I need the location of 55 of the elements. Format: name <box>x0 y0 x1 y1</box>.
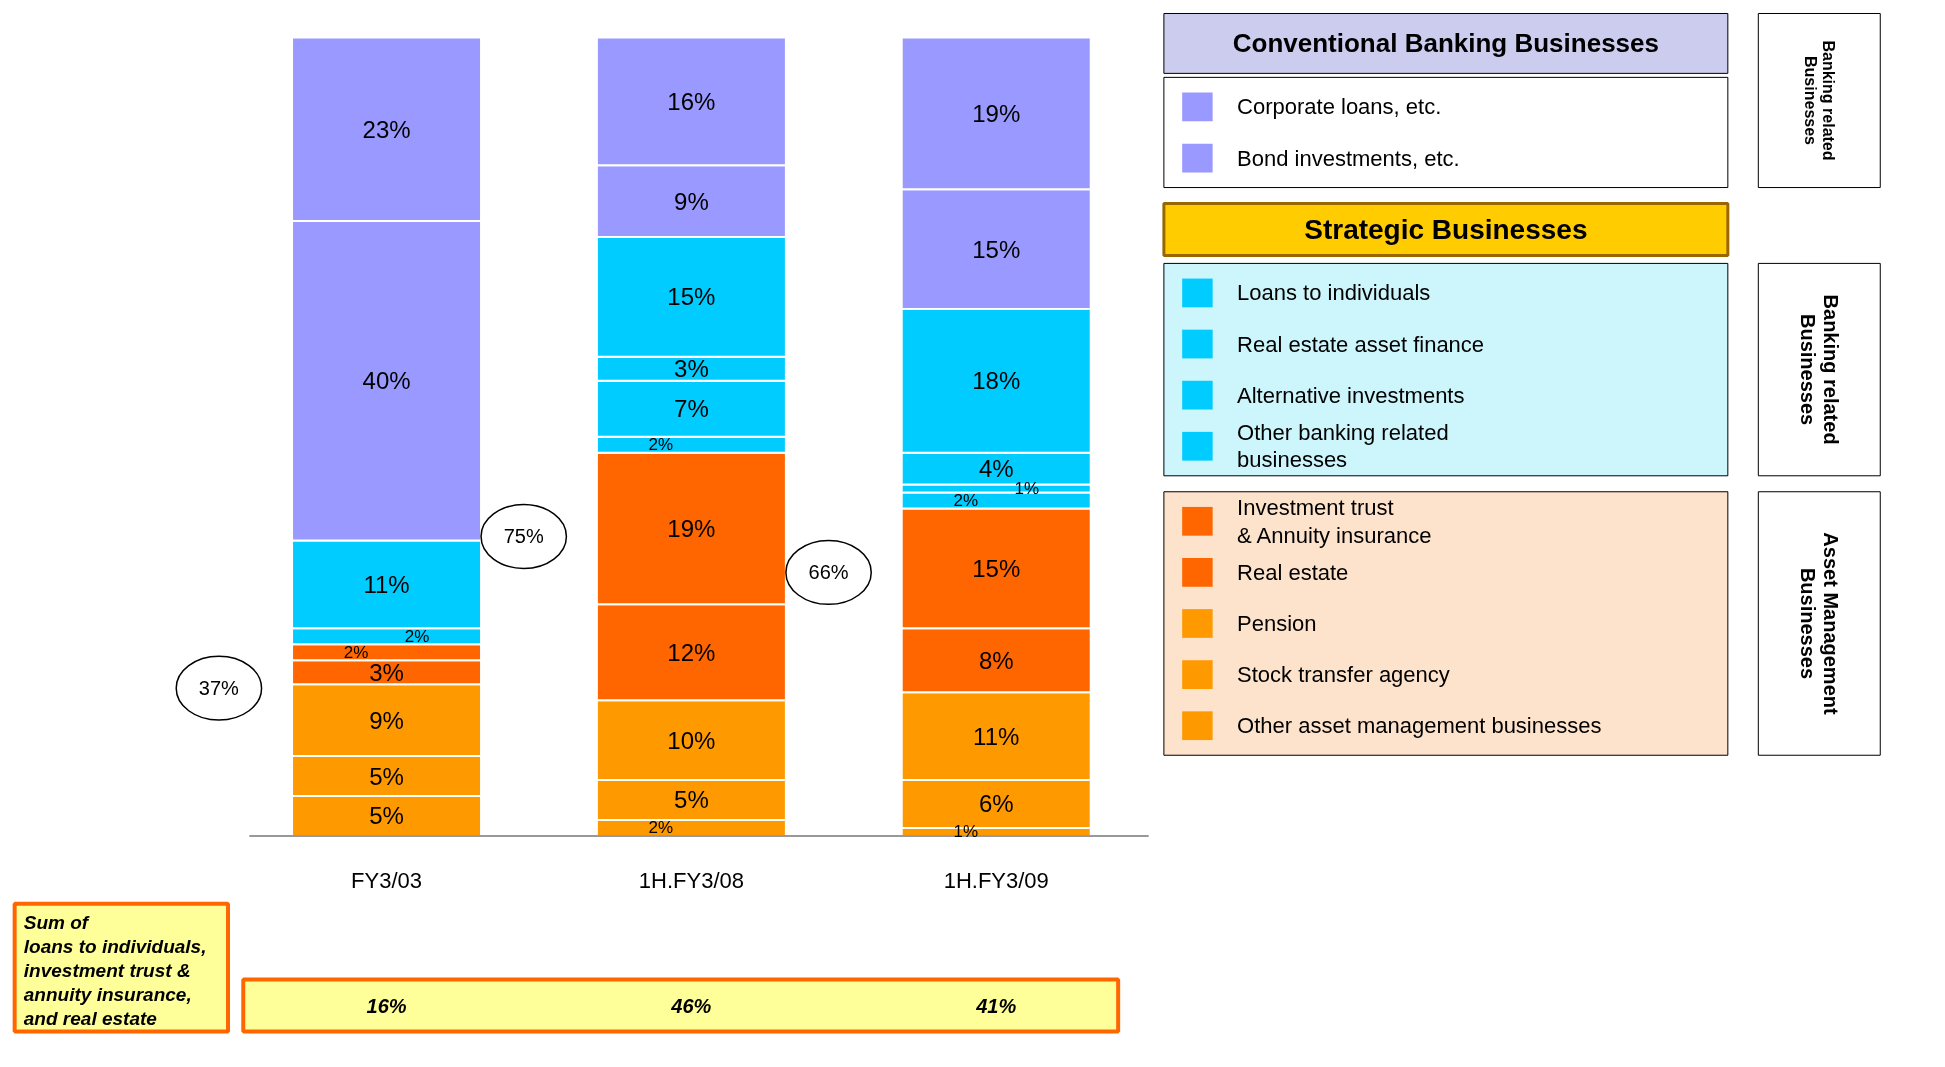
legend-label: Corporate loans, etc. <box>1237 94 1442 120</box>
data-label: 15% <box>972 235 1021 263</box>
data-label: 2% <box>343 642 369 662</box>
data-label: 2% <box>404 626 430 646</box>
legend-label: Investment trust & Annuity insurance <box>1237 495 1432 548</box>
data-label: 2% <box>648 818 674 838</box>
x-tick-label: 1H.FY3/09 <box>943 867 1049 893</box>
text: 46% <box>670 994 712 1017</box>
data-label: 9% <box>369 706 404 734</box>
data-label: 8% <box>978 646 1014 674</box>
text: Conventional Banking Businesses <box>1232 28 1659 59</box>
data-label: 23% <box>362 115 411 143</box>
text: Banking related Businesses <box>1796 294 1842 445</box>
data-label: 5% <box>369 802 404 830</box>
annotation: 66% <box>808 561 849 584</box>
legend-label: Real estate asset finance <box>1237 331 1485 357</box>
data-label: 12% <box>667 638 716 666</box>
text: Banking related Businesses <box>1801 40 1837 161</box>
text: 16% <box>366 994 407 1017</box>
legend-label: Real estate <box>1237 559 1349 585</box>
x-tick-label: 1H.FY3/08 <box>638 867 744 893</box>
annotation: 75% <box>503 525 544 548</box>
data-label: 19% <box>972 99 1021 127</box>
legend-label: Pension <box>1237 611 1317 636</box>
text: 41% <box>975 994 1017 1017</box>
text: Strategic Businesses <box>1304 213 1588 245</box>
legend-label: Alternative investments <box>1237 382 1465 408</box>
data-label: 2% <box>953 491 979 511</box>
data-label: 5% <box>674 786 709 814</box>
data-label: 11% <box>973 722 1020 750</box>
data-label: 15% <box>972 554 1021 582</box>
data-label: 16% <box>667 87 716 115</box>
text: Sum of loans to individuals, investment trust & annuity insurance, and real estate <box>23 911 207 1030</box>
x-tick-label: FY3/03 <box>351 867 423 893</box>
data-label: 3% <box>674 355 709 383</box>
text: Asset Management Businesses <box>1796 532 1842 715</box>
data-label: 19% <box>667 514 716 542</box>
legend-label: Stock transfer agency <box>1237 662 1450 688</box>
data-label: 9% <box>674 187 709 215</box>
data-label: 3% <box>369 658 404 686</box>
data-label: 18% <box>972 367 1021 395</box>
data-label: 11% <box>363 570 410 598</box>
data-label: 7% <box>674 395 709 423</box>
data-label: 6% <box>978 790 1014 818</box>
legend-label: Other asset management businesses <box>1237 713 1602 739</box>
text: 37% <box>198 677 240 700</box>
data-label: 10% <box>667 726 716 754</box>
data-label: 5% <box>369 762 404 790</box>
legend-label: Other banking related businesses <box>1237 419 1449 473</box>
data-label: 4% <box>978 455 1014 483</box>
legend-label: Loans to individuals <box>1237 280 1431 306</box>
legend-label: Bond investments, etc. <box>1237 145 1460 171</box>
data-label: 2% <box>648 435 674 455</box>
data-label: 15% <box>667 283 716 311</box>
data-label: 40% <box>362 367 411 395</box>
